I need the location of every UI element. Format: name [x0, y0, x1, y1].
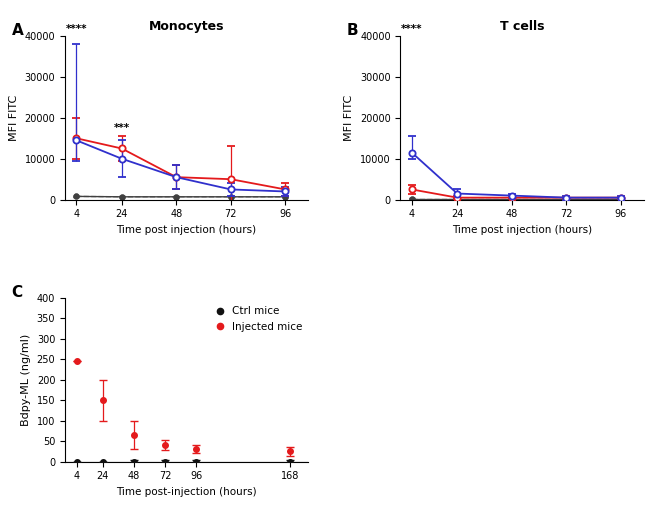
- Y-axis label: MFI FITC: MFI FITC: [9, 95, 19, 141]
- Text: A: A: [12, 23, 23, 38]
- X-axis label: Time post injection (hours): Time post injection (hours): [116, 225, 257, 235]
- Text: ****: ****: [66, 24, 87, 34]
- Text: ****: ****: [401, 24, 423, 34]
- Text: ***: ***: [114, 123, 130, 133]
- Legend: Ctrl mice, Injected mice: Ctrl mice, Injected mice: [216, 306, 303, 331]
- Title: Monocytes: Monocytes: [149, 21, 224, 33]
- X-axis label: Time post injection (hours): Time post injection (hours): [452, 225, 592, 235]
- Title: T cells: T cells: [500, 21, 544, 33]
- Text: C: C: [12, 285, 23, 300]
- Y-axis label: MFI FITC: MFI FITC: [344, 95, 354, 141]
- Text: B: B: [347, 23, 359, 38]
- Y-axis label: Bdpy-ML (ng/ml): Bdpy-ML (ng/ml): [21, 333, 31, 426]
- X-axis label: Time post-injection (hours): Time post-injection (hours): [116, 487, 257, 497]
